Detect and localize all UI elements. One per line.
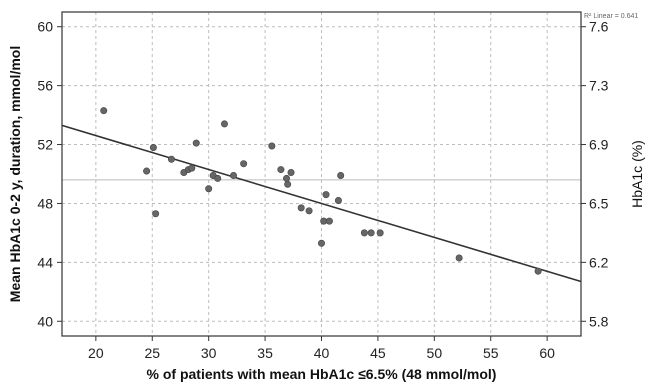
y-axis-label-right: HbA1c (%) xyxy=(629,140,645,208)
y-right-tick-label: 6.5 xyxy=(589,195,609,211)
x-tick-label: 35 xyxy=(257,345,273,361)
x-tick-label: 30 xyxy=(201,345,217,361)
y-tick-label: 40 xyxy=(37,313,53,329)
data-point xyxy=(297,204,305,212)
y-tick-label: 52 xyxy=(37,137,53,153)
data-point xyxy=(534,267,542,275)
data-point xyxy=(334,197,342,205)
data-point xyxy=(325,217,333,225)
fit-line xyxy=(61,124,582,283)
legend-r-squared: R² Linear = 0.641 xyxy=(584,13,638,20)
data-point xyxy=(268,142,276,150)
y-right-tick-label: 6.9 xyxy=(589,137,609,153)
x-tick-label: 25 xyxy=(144,345,160,361)
data-point xyxy=(337,171,345,179)
y-right-tick-label: 6.2 xyxy=(589,254,609,270)
x-tick-label: 45 xyxy=(370,345,386,361)
data-point xyxy=(367,229,375,237)
x-axis-ticks: 20 25 30 35 40 45 50 55 60 xyxy=(88,336,555,361)
x-tick-label: 55 xyxy=(483,345,499,361)
data-point xyxy=(152,210,160,218)
data-point xyxy=(188,164,196,172)
data-point xyxy=(287,169,295,177)
data-point xyxy=(283,174,291,182)
y-tick-label: 48 xyxy=(37,195,53,211)
data-point xyxy=(100,107,108,115)
x-tick-label: 60 xyxy=(539,345,555,361)
data-point xyxy=(376,229,384,237)
data-point xyxy=(284,180,292,188)
y-axis-ticks-left: 40 44 48 52 56 60 xyxy=(37,19,62,329)
data-point xyxy=(322,191,330,199)
y-tick-label: 44 xyxy=(37,254,53,270)
grid xyxy=(62,12,581,336)
y-right-tick-label: 5.8 xyxy=(589,313,609,329)
data-point xyxy=(192,139,200,147)
data-point xyxy=(360,229,368,237)
data-point xyxy=(317,239,325,247)
data-point xyxy=(455,254,463,262)
y-tick-label: 60 xyxy=(37,19,53,35)
data-point xyxy=(229,171,237,179)
x-tick-label: 50 xyxy=(427,345,443,361)
x-tick-label: 40 xyxy=(314,345,330,361)
data-point xyxy=(240,160,248,168)
x-axis-label: % of patients with mean HbA1c ≤6.5% (48 … xyxy=(147,366,497,382)
y-axis-label-left: Mean HbA1c 0-2 y, duration, mmol/mol xyxy=(7,46,23,302)
data-point xyxy=(277,166,285,174)
data-point xyxy=(143,167,151,175)
y-right-tick-label: 7.6 xyxy=(589,19,609,35)
data-point xyxy=(167,155,175,163)
data-point xyxy=(214,174,222,182)
data-point xyxy=(149,143,157,151)
data-point xyxy=(205,185,213,193)
data-point xyxy=(220,120,228,128)
data-points xyxy=(100,107,542,275)
y-tick-label: 56 xyxy=(37,78,53,94)
x-tick-label: 20 xyxy=(88,345,104,361)
data-point xyxy=(305,207,313,215)
y-right-tick-label: 7.3 xyxy=(589,78,609,94)
y-axis-ticks-right: 5.8 6.2 6.5 6.9 7.3 7.6 xyxy=(581,19,609,329)
